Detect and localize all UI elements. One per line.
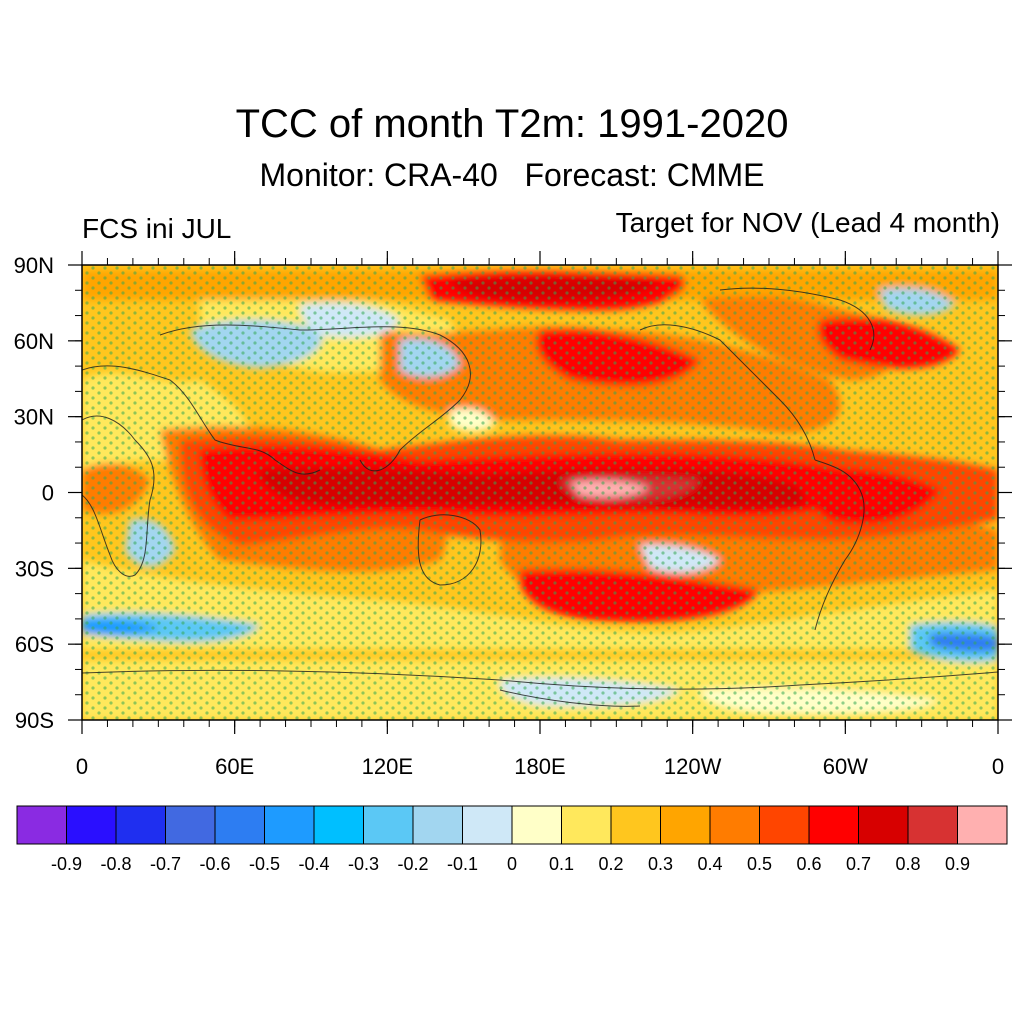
colorbar-swatch xyxy=(462,805,513,845)
colorbar-label: 0.8 xyxy=(895,854,920,874)
lat-tick-label: 60S xyxy=(15,632,54,657)
colorbar-label: 0.6 xyxy=(796,854,821,874)
lat-tick-label: 0 xyxy=(42,481,54,506)
colorbar-swatch xyxy=(412,805,463,845)
colorbar-swatch xyxy=(214,805,265,845)
colorbar-swatch xyxy=(759,805,810,845)
colorbar-label: 0 xyxy=(507,854,517,874)
colorbar-swatch xyxy=(808,805,859,845)
longitude-axis: 0 60E 120E 180E 120W 60W 0 xyxy=(76,251,1004,779)
colorbar-swatch xyxy=(907,805,958,845)
lat-tick-label: 60N xyxy=(14,329,54,354)
colorbar-swatch xyxy=(610,805,661,845)
colorbar-label: -0.8 xyxy=(100,854,131,874)
colorbar-label: 0.7 xyxy=(846,854,871,874)
colorbar-swatch xyxy=(115,805,166,845)
colorbar-label: -0.2 xyxy=(397,854,428,874)
target-label: Target for NOV (Lead 4 month) xyxy=(615,207,1000,238)
lat-tick-label: 90S xyxy=(15,708,54,733)
map-title: TCC of month T2m: 1991-2020 xyxy=(235,102,789,146)
colorbar-label: 0.9 xyxy=(945,854,970,874)
lat-tick-label: 30S xyxy=(15,556,54,581)
colorbar-swatch xyxy=(511,805,562,845)
correlation-field xyxy=(82,265,998,720)
colorbar-labels: -0.9 -0.8 -0.7 -0.6 -0.5 -0.4 -0.3 -0.2 -0.1 0 0.1… xyxy=(51,854,970,874)
colorbar-swatch xyxy=(165,805,216,845)
colorbar-swatch xyxy=(313,805,364,845)
initialization-label: FCS ini JUL xyxy=(82,213,232,244)
lon-tick-label: 180E xyxy=(514,754,565,779)
lon-tick-label: 0 xyxy=(76,754,88,779)
colorbar-label: 0.3 xyxy=(648,854,673,874)
colorbar-swatch xyxy=(561,805,612,845)
colorbar-label: -0.4 xyxy=(298,854,329,874)
lat-tick-label: 90N xyxy=(14,253,54,278)
lon-tick-label: 60W xyxy=(823,754,868,779)
colorbar-label: -0.1 xyxy=(447,854,478,874)
colorbar-swatch xyxy=(709,805,760,845)
colorbar-swatch xyxy=(16,805,67,845)
lon-tick-label: 0 xyxy=(992,754,1004,779)
colorbar-label: 0.1 xyxy=(549,854,574,874)
colorbar-label: 0.2 xyxy=(598,854,623,874)
minor-ticks xyxy=(75,258,1005,727)
colorbar-label: -0.3 xyxy=(348,854,379,874)
colorbar-swatch xyxy=(858,805,909,845)
colorbar-label: -0.5 xyxy=(249,854,280,874)
lon-tick-label: 60E xyxy=(215,754,254,779)
colorbar-swatch xyxy=(957,805,1008,845)
colorbar-swatch xyxy=(363,805,414,845)
map-subtitle: Monitor: CRA-40 Forecast: CMME xyxy=(259,157,765,193)
colorbar-swatch xyxy=(66,805,117,845)
colorbar-label: 0.5 xyxy=(747,854,772,874)
lon-tick-label: 120W xyxy=(664,754,722,779)
colorbar-label: 0.4 xyxy=(697,854,722,874)
latitude-axis: 90N 60N 30N 0 30S 60S 90S xyxy=(14,253,1012,733)
colorbar xyxy=(16,805,1008,845)
lat-tick-label: 30N xyxy=(14,405,54,430)
colorbar-label: -0.7 xyxy=(150,854,181,874)
lon-tick-label: 120E xyxy=(362,754,413,779)
colorbar-label: -0.9 xyxy=(51,854,82,874)
colorbar-label: -0.6 xyxy=(199,854,230,874)
colorbar-swatch xyxy=(660,805,711,845)
colorbar-swatch xyxy=(264,805,315,845)
